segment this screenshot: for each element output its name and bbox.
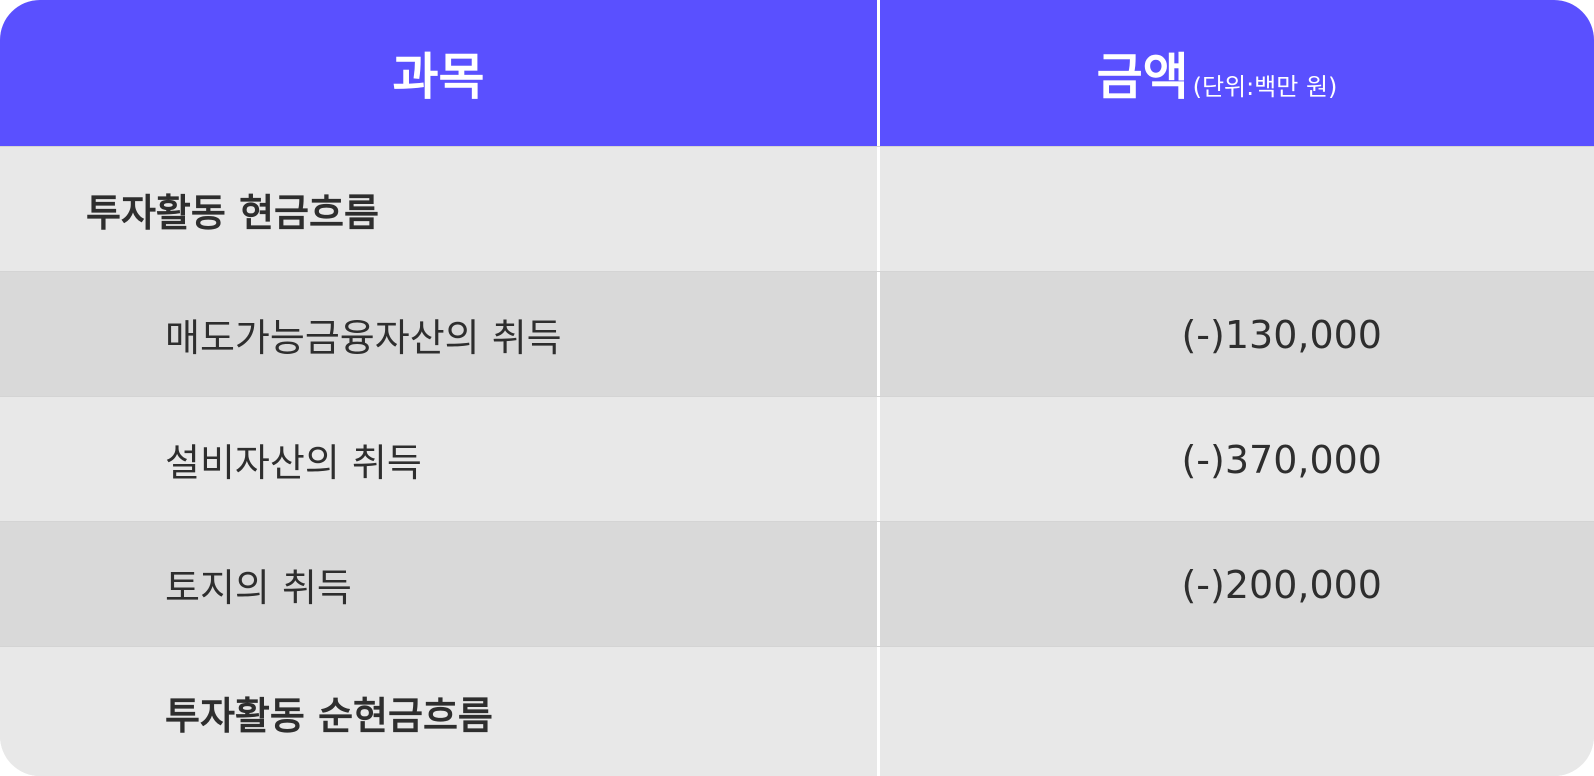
row-label: 투자활동 순현금흐름 <box>0 647 880 776</box>
header-amount: 금액 (단위:백만 원) <box>880 0 1594 146</box>
row-label: 설비자산의 취득 <box>0 397 880 522</box>
table-row: 설비자산의 취득 (-)370,000 <box>0 396 1594 522</box>
row-label: 토지의 취득 <box>0 522 880 647</box>
row-value <box>880 147 1594 272</box>
row-label: 매도가능금융자산의 취득 <box>0 272 880 397</box>
row-value: (-)200,000 <box>1181 562 1382 607</box>
row-value: (-)370,000 <box>1181 437 1382 482</box>
row-value <box>880 647 1594 776</box>
header-unit: (단위:백만 원) <box>1192 72 1338 101</box>
table-row: 매도가능금융자산의 취득 (-)130,000 <box>0 271 1594 397</box>
table-header: 과목 금액 (단위:백만 원) <box>0 0 1594 146</box>
table-row: 토지의 취득 (-)200,000 <box>0 521 1594 647</box>
row-label: 투자활동 현금흐름 <box>0 147 880 272</box>
header-amount-label: 금액 <box>1096 48 1189 106</box>
header-subject: 과목 <box>0 0 880 146</box>
table-row: 투자활동 현금흐름 <box>0 146 1594 272</box>
row-value: (-)130,000 <box>1181 312 1382 357</box>
table-row: 투자활동 순현금흐름 <box>0 646 1594 776</box>
